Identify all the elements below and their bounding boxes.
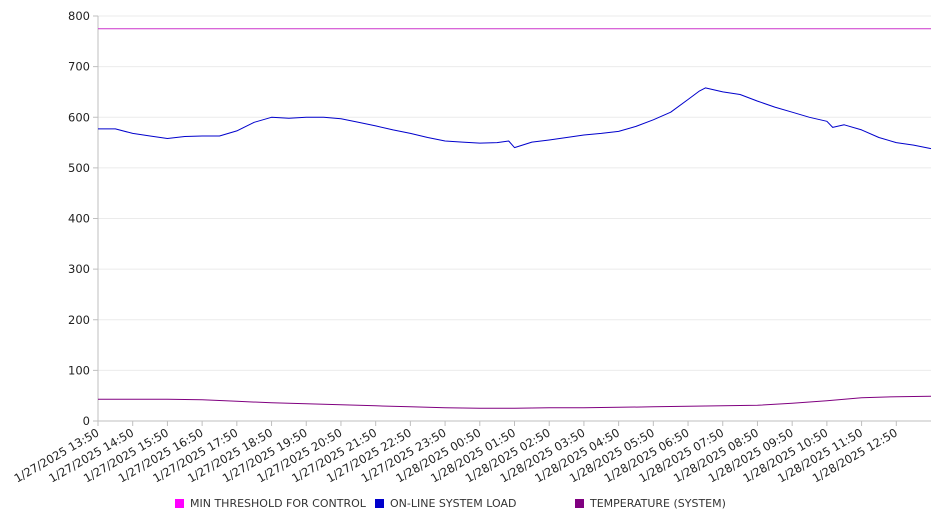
y-tick-label: 600 (68, 110, 90, 124)
legend-item-system-load[interactable]: ON-LINE SYSTEM LOAD (375, 497, 516, 510)
series-line-1 (98, 87, 932, 150)
grid-lines (98, 15, 931, 371)
y-tick-label: 0 (83, 414, 90, 428)
y-tick-label: 300 (68, 262, 90, 276)
y-tick-label: 700 (68, 60, 90, 74)
legend-item-min-threshold[interactable]: MIN THRESHOLD FOR CONTROL (175, 497, 366, 510)
legend-label-min-threshold: MIN THRESHOLD FOR CONTROL (190, 497, 366, 510)
y-tick-label: 200 (68, 313, 90, 327)
legend-label-temperature: TEMPERATURE (SYSTEM) (590, 497, 726, 510)
legend-swatch-system-load (375, 499, 384, 508)
y-tick-label: 400 (68, 212, 90, 226)
y-tick-label: 100 (68, 363, 90, 377)
x-axis-tick-labels: 1/27/2025 13:501/27/2025 14:501/27/2025 … (12, 425, 900, 485)
legend-swatch-temperature (575, 499, 584, 508)
legend-item-temperature[interactable]: TEMPERATURE (SYSTEM) (575, 497, 726, 510)
series-lines (98, 28, 932, 409)
y-tick-label: 800 (68, 9, 90, 23)
legend: MIN THRESHOLD FOR CONTROL ON-LINE SYSTEM… (0, 497, 946, 517)
y-tick-label: 500 (68, 161, 90, 175)
y-axis-tick-labels: 0 100 200 300 400 500 600 700 800 (68, 9, 90, 428)
legend-label-system-load: ON-LINE SYSTEM LOAD (390, 497, 517, 510)
legend-swatch-min-threshold (175, 499, 184, 508)
axes (93, 15, 931, 426)
series-line-2 (98, 395, 932, 409)
